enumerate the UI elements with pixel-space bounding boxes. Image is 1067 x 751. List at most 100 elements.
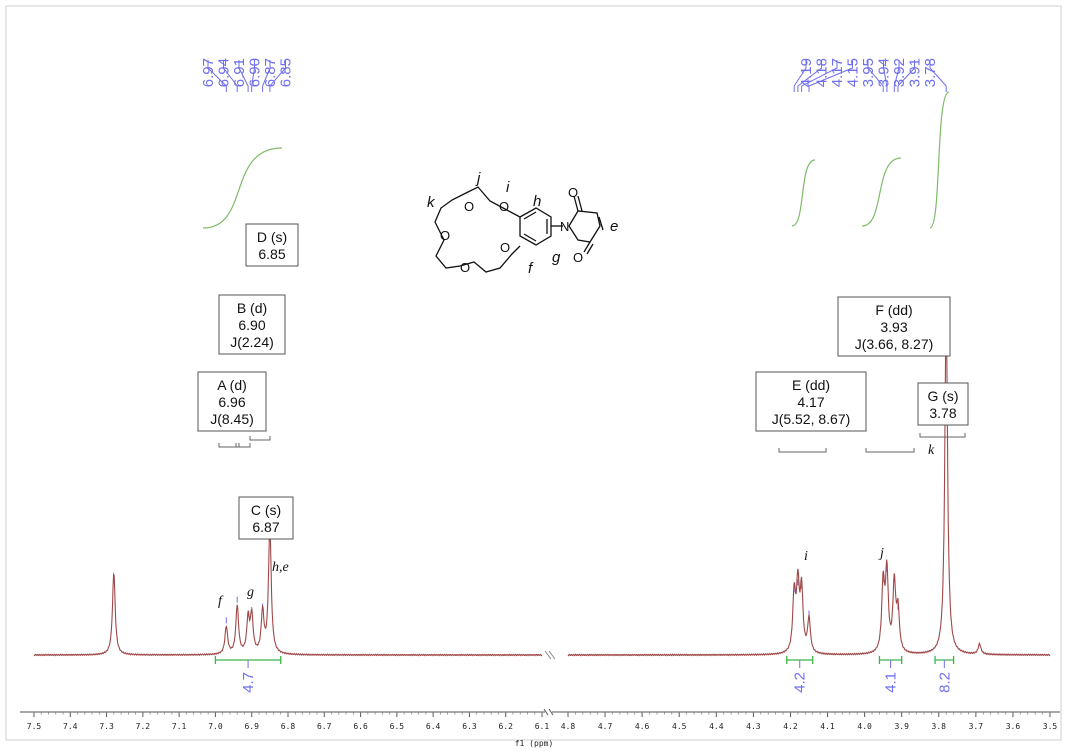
integration-bars: 4.7 4.2 4.1 8.2 — [214, 656, 955, 693]
molecule-structure-drawing — [434, 186, 604, 273]
peak-shift-label: 4.15 — [845, 58, 862, 87]
molecule-atom-labels: O O O O O O O N j i k h e g f — [427, 170, 618, 277]
x-tick-label: 6.2 — [498, 722, 513, 731]
multiplet-box-text: C (s) — [251, 502, 281, 518]
multiplet-box-text: 6.85 — [258, 246, 285, 262]
spectrum-traces — [33, 310, 1051, 660]
axis-break-mark — [548, 650, 556, 660]
multiplet-bracket — [249, 436, 271, 441]
peak-leader-line — [262, 60, 271, 92]
x-tick-label: 6.4 — [426, 722, 441, 731]
plot-frame — [5, 5, 1062, 741]
multiplet-box-G — [917, 382, 969, 426]
multiplet-box-text: J(2.24) — [230, 334, 274, 350]
multiplet-box-C — [238, 496, 294, 540]
x-tick-label: 4.4 — [709, 722, 724, 731]
integral-curve — [861, 157, 902, 227]
x-axis-title: f1 (ppm) — [515, 739, 554, 748]
oxygen-atom-label: O — [568, 185, 578, 200]
peak-leader-line — [897, 60, 915, 92]
x-tick-label: 7.3 — [99, 722, 114, 731]
assignment-label-g: g — [247, 585, 254, 600]
peak-shift-label: 6.90 — [247, 58, 264, 87]
nitrogen-atom-label: N — [560, 219, 569, 234]
multiplet-box-F — [837, 296, 951, 357]
multiplet-bracket — [235, 443, 251, 448]
oxygen-atom-label: O — [573, 250, 583, 265]
x-tick-label: 4.1 — [820, 722, 835, 731]
multiplet-box-text: 6.90 — [238, 317, 265, 333]
oxygen-atom-label: O — [499, 199, 509, 214]
peak-shift-label: 3.95 — [860, 58, 877, 87]
peak-shift-label: 4.18 — [814, 58, 831, 87]
integration-value-label: 4.1 — [883, 672, 900, 693]
multiplet-box-E — [755, 371, 867, 432]
x-tick-label: 6.7 — [317, 722, 332, 731]
spectrum-trace-left — [33, 525, 543, 657]
peak-shift-label: 6.97 — [200, 58, 217, 87]
peak-leader-line — [238, 60, 249, 92]
multiplet-box-text: 3.78 — [929, 405, 956, 421]
peak-shift-label: 6.85 — [278, 58, 295, 87]
x-tick-label: 7.2 — [136, 722, 151, 731]
multiplet-box-text: B (d) — [237, 300, 267, 316]
multiplet-box-text: 4.17 — [797, 394, 824, 410]
peak-shift-label: 3.78 — [922, 58, 939, 87]
assignment-label-h-e: h,e — [272, 560, 289, 575]
peak-shift-label: 4.19 — [798, 58, 815, 87]
multiplet-box-D — [245, 223, 299, 267]
peak-leader-line — [223, 60, 238, 92]
peak-leader-line — [893, 60, 900, 92]
x-tick-label: 4.3 — [746, 722, 761, 731]
multiplet-box-text: F (dd) — [875, 302, 912, 318]
multiplet-box-text: J(3.66, 8.27) — [855, 336, 934, 352]
multiplet-box-text: 6.96 — [218, 394, 245, 410]
x-tick-label: 6.6 — [353, 722, 368, 731]
x-tick-label: 7.5 — [27, 722, 42, 731]
multiplet-bracket — [778, 448, 827, 453]
molecule-position-h: h — [533, 193, 541, 210]
integration-value-label: 4.2 — [792, 672, 809, 693]
multiplet-box-text: A (d) — [217, 377, 247, 393]
peak-leader-line — [808, 60, 853, 92]
assignment-label-j: j — [878, 546, 884, 561]
molecule-position-g: g — [552, 249, 561, 266]
peak-leader-line — [883, 60, 888, 92]
x-tick-label: 3.5 — [1043, 722, 1058, 731]
axis-break-mark — [544, 650, 552, 660]
multiplet-box-text: J(5.52, 8.67) — [772, 411, 851, 427]
peak-leader-line — [793, 60, 807, 92]
multiplet-bracket — [919, 433, 966, 438]
x-tick-label: 4.5 — [672, 722, 687, 731]
multiplet-box-text: D (s) — [257, 229, 287, 245]
peak-leader-line — [251, 60, 255, 92]
x-tick-label: 7.1 — [172, 722, 187, 731]
peak-leader-line — [867, 60, 884, 92]
multiplet-box-B — [218, 294, 286, 355]
x-tick-label: 6.1 — [535, 722, 550, 731]
integration-value-label: 4.7 — [240, 672, 257, 693]
peak-leader-line — [797, 60, 822, 92]
x-tick-label: 4.2 — [783, 722, 798, 731]
peak-leader-lines — [207, 60, 947, 624]
assignment-label-k: k — [928, 443, 935, 458]
peak-leader-line — [929, 60, 947, 92]
multiplet-box-A — [197, 371, 267, 432]
multiplet-boxes: D (s)6.85 B (d)6.90J(2.24) A (d)6.96J(8.45… — [197, 223, 969, 540]
x-tick-label: 4.0 — [857, 722, 872, 731]
molecule-position-f: f — [528, 260, 534, 277]
x-tick-label: 3.8 — [932, 722, 947, 731]
integral-curve — [202, 147, 283, 229]
x-tick-label: 6.3 — [462, 722, 477, 731]
oxygen-atom-label: O — [500, 240, 510, 255]
molecule-position-k: k — [427, 194, 436, 211]
integral-curve — [929, 91, 950, 229]
molecule-position-i: i — [506, 179, 510, 196]
axis-break-mark — [548, 708, 554, 716]
peak-leader-line — [269, 60, 286, 92]
x-axis: 7.5 7.4 7.3 7.2 7.1 7.0 6.9 6.8 6.7 6.6 6.5 6.4 6.3 6… — [20, 708, 1060, 731]
multiplet-box-text: 6.87 — [252, 519, 279, 535]
spectrum-trace-right — [567, 310, 1051, 657]
oxygen-atom-label: O — [464, 199, 474, 214]
